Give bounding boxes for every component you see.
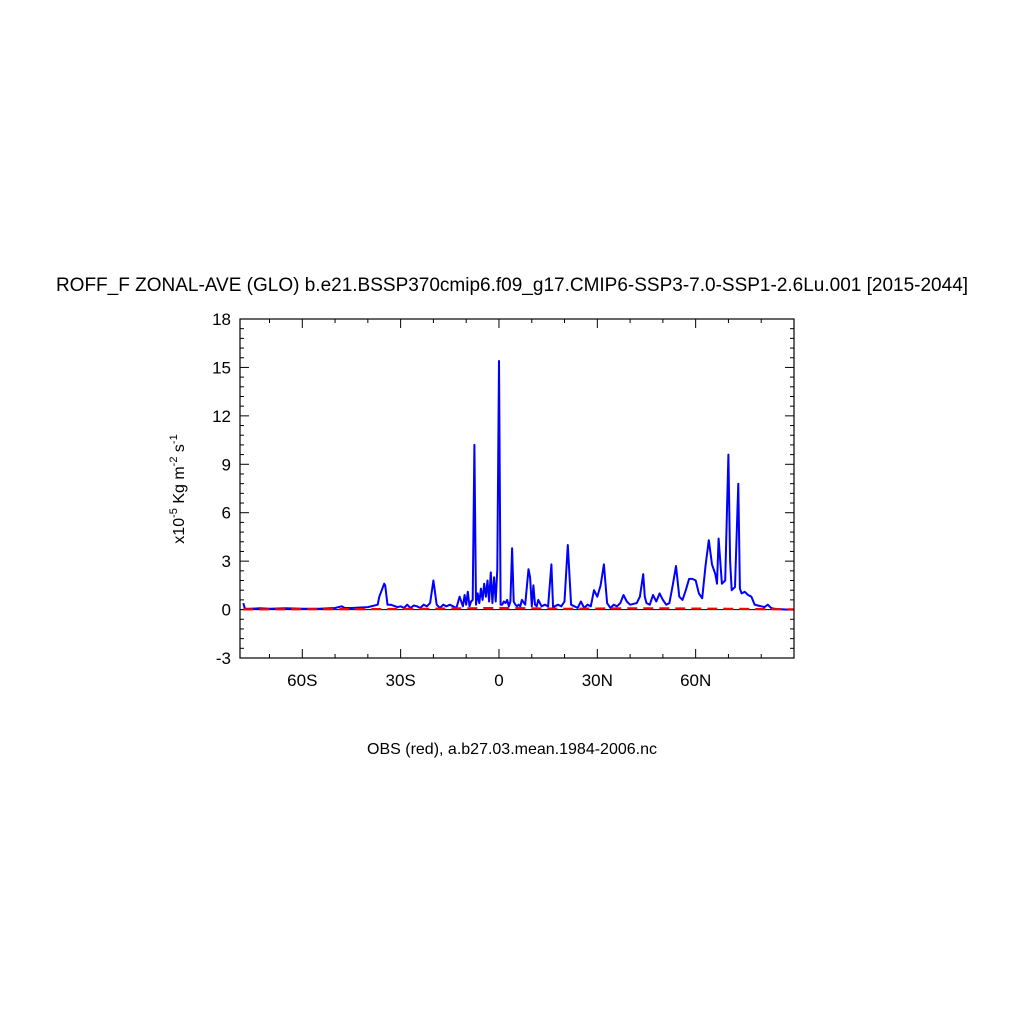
chart-title: ROFF_F ZONAL-AVE (GLO) b.e21.BSSP370cmip… — [56, 275, 968, 296]
x-tick-labels: 60S 30S 0 30N 60N — [287, 671, 711, 690]
y-axis-label-exponent-3: -1 — [168, 434, 180, 444]
y-tick-label: -3 — [216, 649, 231, 668]
y-tick-label: 0 — [222, 601, 231, 620]
y-axis-label-unit-2: s — [171, 444, 188, 456]
y-tick-labels: -3 0 3 6 9 12 15 18 — [212, 310, 231, 668]
x-tick-label: 60S — [287, 671, 317, 690]
y-tick-label: 12 — [212, 407, 231, 426]
y-tick-label: 15 — [212, 358, 231, 377]
y-axis-label-exponent-1: -5 — [168, 508, 180, 518]
y-axis-label-unit-1: Kg m — [171, 466, 188, 508]
y-tick-label: 9 — [222, 455, 231, 474]
x-tick-label: 30N — [582, 671, 613, 690]
y-axis-label-base: x10 — [171, 518, 188, 544]
series-layer — [242, 360, 795, 611]
chart-footer: OBS (red), a.b27.03.mean.1984-2006.nc — [367, 741, 657, 758]
x-tick-label: 30S — [386, 671, 416, 690]
y-tick-label: 18 — [212, 310, 231, 329]
x-tick-label: 0 — [494, 671, 503, 690]
x-tick-label: 60N — [680, 671, 711, 690]
plot-frame — [239, 318, 795, 659]
series-line-obs — [243, 606, 795, 611]
y-axis-label-exponent-2: -2 — [168, 457, 180, 467]
series-line-model — [242, 360, 794, 611]
y-tick-label: 6 — [222, 504, 231, 523]
y-tick-label: 3 — [222, 552, 231, 571]
y-axis-label: x10-5 Kg m-2 s-1 — [168, 434, 188, 543]
